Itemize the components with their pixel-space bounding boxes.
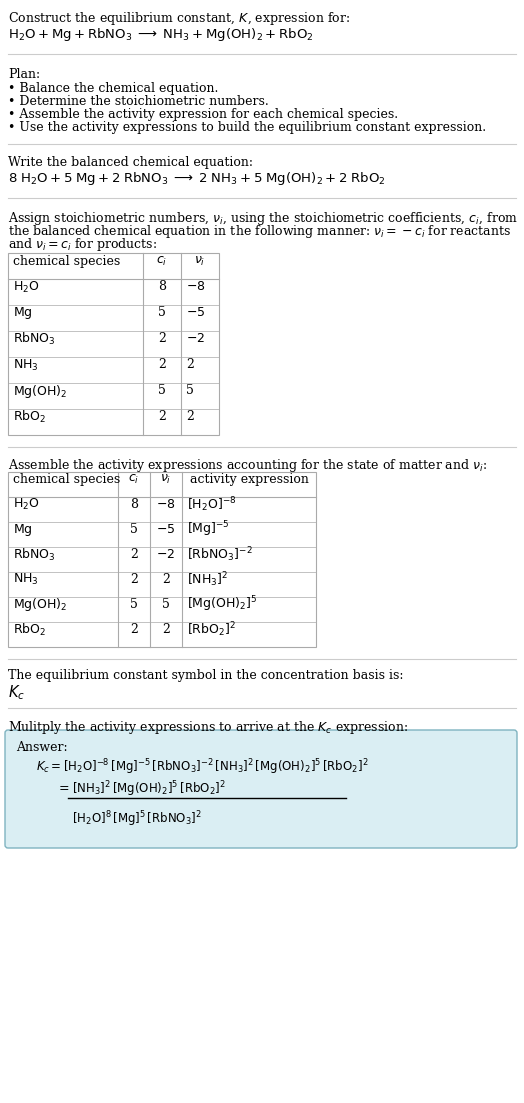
Text: $\mathrm{Mg(OH)_2}$: $\mathrm{Mg(OH)_2}$	[13, 383, 68, 399]
Text: 2: 2	[158, 358, 166, 372]
Text: $c_i$: $c_i$	[128, 473, 139, 486]
Text: 2: 2	[158, 332, 166, 345]
Text: 5: 5	[158, 385, 166, 397]
Text: activity expression: activity expression	[190, 473, 309, 486]
Text: $\mathrm{Mg}$: $\mathrm{Mg}$	[13, 522, 32, 537]
Text: $-5$: $-5$	[186, 307, 205, 320]
Text: $\mathrm{NH_3}$: $\mathrm{NH_3}$	[13, 572, 39, 587]
Text: • Assemble the activity expression for each chemical species.: • Assemble the activity expression for e…	[8, 108, 398, 121]
Text: 5: 5	[186, 385, 194, 397]
Text: $K_c$: $K_c$	[8, 683, 25, 702]
Text: $-8$: $-8$	[186, 280, 205, 293]
Text: $[\mathrm{Mg(OH)_2}]^{5}$: $[\mathrm{Mg(OH)_2}]^{5}$	[187, 595, 257, 614]
Text: $\mathrm{H_2O + Mg + RbNO_3 \;\longrightarrow\; NH_3 + Mg(OH)_2 + RbO_2}$: $\mathrm{H_2O + Mg + RbNO_3 \;\longright…	[8, 26, 313, 43]
Text: $\mathrm{H_2O}$: $\mathrm{H_2O}$	[13, 497, 40, 512]
Text: • Determine the stoichiometric numbers.: • Determine the stoichiometric numbers.	[8, 95, 269, 108]
Text: $\mathrm{H_2O}$: $\mathrm{H_2O}$	[13, 279, 40, 295]
Text: • Use the activity expressions to build the equilibrium constant expression.: • Use the activity expressions to build …	[8, 121, 486, 133]
Text: $\mathrm{Mg(OH)_2}$: $\mathrm{Mg(OH)_2}$	[13, 596, 68, 613]
Text: 5: 5	[162, 598, 170, 611]
Text: $-2$: $-2$	[157, 548, 176, 561]
Text: $\mathrm{8\;H_2O + 5\;Mg + 2\;RbNO_3 \;\longrightarrow\; 2\;NH_3 + 5\;Mg(OH)_2 +: $\mathrm{8\;H_2O + 5\;Mg + 2\;RbNO_3 \;\…	[8, 170, 386, 188]
Text: chemical species: chemical species	[13, 473, 120, 486]
Text: $-2$: $-2$	[186, 332, 205, 345]
Text: $\mathrm{RbO_2}$: $\mathrm{RbO_2}$	[13, 621, 46, 638]
Text: 5: 5	[158, 307, 166, 320]
Text: $-5$: $-5$	[156, 523, 176, 536]
Text: $[\mathrm{RbNO_3}]^{-2}$: $[\mathrm{RbNO_3}]^{-2}$	[187, 545, 253, 564]
Text: 8: 8	[158, 280, 166, 293]
Text: 2: 2	[130, 548, 138, 561]
Text: Answer:: Answer:	[16, 741, 68, 754]
Text: • Balance the chemical equation.: • Balance the chemical equation.	[8, 82, 219, 95]
Text: $[\mathrm{NH_3}]^{2}$: $[\mathrm{NH_3}]^{2}$	[187, 570, 228, 589]
Bar	[8, 472, 316, 647]
Text: $[\mathrm{RbO_2}]^{2}$: $[\mathrm{RbO_2}]^{2}$	[187, 620, 236, 639]
Bar	[8, 253, 219, 435]
Text: 8: 8	[130, 497, 138, 511]
Text: 2: 2	[158, 410, 166, 424]
Text: $[\mathrm{H_2O}]^{8}\,[\mathrm{Mg}]^{5}\,[\mathrm{RbNO_3}]^{2}$: $[\mathrm{H_2O}]^{8}\,[\mathrm{Mg}]^{5}\…	[72, 808, 202, 828]
Text: Mulitply the activity expressions to arrive at the $K_c$ expression:: Mulitply the activity expressions to arr…	[8, 719, 408, 736]
Text: Assign stoichiometric numbers, $\nu_i$, using the stoichiometric coefficients, $: Assign stoichiometric numbers, $\nu_i$, …	[8, 210, 518, 227]
Text: $[\mathrm{Mg}]^{-5}$: $[\mathrm{Mg}]^{-5}$	[187, 520, 230, 539]
Text: 2: 2	[130, 572, 138, 586]
Text: 2: 2	[130, 623, 138, 636]
Text: chemical species: chemical species	[13, 255, 120, 268]
Text: and $\nu_i = c_i$ for products:: and $\nu_i = c_i$ for products:	[8, 236, 157, 253]
Text: Plan:: Plan:	[8, 68, 40, 81]
FancyBboxPatch shape	[5, 730, 517, 848]
Text: the balanced chemical equation in the following manner: $\nu_i = -c_i$ for react: the balanced chemical equation in the fo…	[8, 223, 511, 240]
Text: 5: 5	[130, 523, 138, 536]
Text: $-8$: $-8$	[156, 497, 176, 511]
Text: The equilibrium constant symbol in the concentration basis is:: The equilibrium constant symbol in the c…	[8, 670, 403, 682]
Text: Write the balanced chemical equation:: Write the balanced chemical equation:	[8, 156, 253, 169]
Text: $\mathrm{RbNO_3}$: $\mathrm{RbNO_3}$	[13, 331, 56, 347]
Text: 2: 2	[162, 623, 170, 636]
Text: $\mathrm{RbNO_3}$: $\mathrm{RbNO_3}$	[13, 546, 56, 563]
Text: $[\mathrm{NH_3}]^{2}\,[\mathrm{Mg(OH)_2}]^{5}\,[\mathrm{RbO_2}]^{2}$: $[\mathrm{NH_3}]^{2}\,[\mathrm{Mg(OH)_2}…	[72, 779, 226, 799]
Text: $\mathrm{Mg}$: $\mathrm{Mg}$	[13, 306, 32, 321]
Text: 2: 2	[186, 410, 194, 424]
Text: 2: 2	[186, 358, 194, 372]
Text: $K_c = [\mathrm{H_2O}]^{-8}\,[\mathrm{Mg}]^{-5}\,[\mathrm{RbNO_3}]^{-2}\,[\mathr: $K_c = [\mathrm{H_2O}]^{-8}\,[\mathrm{Mg…	[36, 757, 368, 777]
Text: 2: 2	[162, 572, 170, 586]
Text: Assemble the activity expressions accounting for the state of matter and $\nu_i$: Assemble the activity expressions accoun…	[8, 457, 487, 474]
Text: $c_i$: $c_i$	[156, 255, 168, 268]
Text: $\nu_i$: $\nu_i$	[194, 255, 206, 268]
Text: $=$: $=$	[56, 781, 70, 793]
Text: $[\mathrm{H_2O}]^{-8}$: $[\mathrm{H_2O}]^{-8}$	[187, 495, 236, 514]
Text: Construct the equilibrium constant, $K$, expression for:: Construct the equilibrium constant, $K$,…	[8, 10, 350, 26]
Text: $\nu_i$: $\nu_i$	[160, 473, 172, 486]
Text: 5: 5	[130, 598, 138, 611]
Text: $\mathrm{RbO_2}$: $\mathrm{RbO_2}$	[13, 409, 46, 425]
Text: $\mathrm{NH_3}$: $\mathrm{NH_3}$	[13, 357, 39, 373]
